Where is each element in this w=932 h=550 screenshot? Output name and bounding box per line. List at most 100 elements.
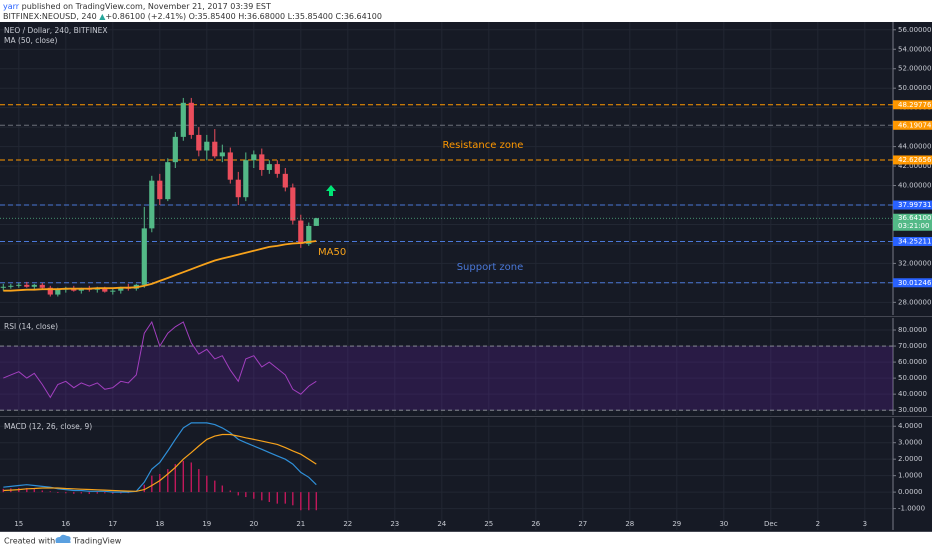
y-tick-label: 44.00000 — [898, 143, 931, 151]
y-tick-label: 40.00000 — [898, 182, 931, 190]
candle-body — [47, 287, 53, 295]
level-label-box — [893, 155, 932, 165]
candle-body — [149, 180, 155, 229]
histogram-bar — [112, 492, 114, 494]
candle-body — [16, 284, 22, 286]
candle-body — [110, 290, 116, 292]
candle-body — [55, 289, 61, 295]
x-tick-label: 22 — [343, 520, 352, 528]
candle-body — [298, 220, 304, 244]
y-tick-label: 52.00000 — [898, 65, 931, 73]
x-tick-label: 27 — [578, 520, 587, 528]
pane-title: RSI (14, close) — [4, 322, 58, 331]
candle-body — [306, 225, 312, 244]
x-tick-label: 2 — [816, 520, 820, 528]
histogram-bar — [308, 492, 310, 511]
candle-body — [0, 286, 6, 288]
y-tick-label: 40.0000 — [898, 390, 927, 398]
candle-body — [227, 152, 233, 180]
histogram-bar — [174, 464, 177, 493]
y-tick-label: 50.00000 — [898, 84, 931, 92]
level-label: 46.19074 — [898, 121, 932, 129]
candle-body — [243, 160, 249, 198]
candle-body — [266, 164, 272, 170]
current-price-box — [893, 213, 932, 231]
histogram-bar — [276, 492, 278, 504]
level-label-box — [893, 200, 932, 210]
low: L:35.85400 — [288, 12, 333, 21]
histogram-bar — [315, 492, 318, 511]
level-label: 34.25211 — [898, 237, 931, 245]
rsi-band — [0, 346, 893, 411]
candle-body — [118, 287, 124, 291]
histogram-bar — [80, 492, 83, 494]
histogram-bar — [245, 492, 247, 498]
histogram-bar — [182, 460, 184, 493]
annotation: MA50 — [318, 247, 346, 258]
x-tick-label: 16 — [61, 520, 70, 528]
y-tick-label: 0.0000 — [898, 488, 923, 496]
histogram-bar — [88, 492, 90, 494]
x-tick-label: 21 — [296, 520, 305, 528]
legend-entry: MA (50, close) — [4, 36, 58, 45]
x-tick-label: 24 — [437, 520, 446, 528]
header-line: yarr published on TradingView.com, Novem… — [3, 2, 271, 11]
candle-body — [251, 154, 257, 161]
symbol-line: BITFINEX:NEOUSD, 240 ▲+0.86100 (+2.41%) … — [3, 12, 382, 21]
histogram-bar — [33, 489, 36, 493]
y-tick-label: 50.0000 — [898, 374, 927, 382]
level-label: 42.62656 — [898, 156, 932, 164]
y-tick-label: 80.0000 — [898, 326, 927, 334]
histogram-bar — [237, 492, 239, 496]
histogram-bar — [49, 491, 51, 493]
level-label-box — [893, 236, 932, 246]
level-label: 48.29776 — [898, 101, 932, 109]
annotation: Resistance zone — [443, 140, 524, 151]
current-price-label: 36.64100 — [898, 214, 931, 222]
level-label-box — [893, 100, 932, 110]
candle-body — [204, 141, 210, 151]
candle-body — [188, 102, 194, 135]
level-label-box — [893, 120, 932, 130]
candle-body — [141, 228, 147, 285]
x-tick-label: 20 — [249, 520, 258, 528]
signal-line — [3, 433, 317, 492]
chart-background — [0, 22, 932, 532]
close: C:36.64100 — [336, 12, 382, 21]
candle-body — [219, 152, 225, 157]
histogram-bar — [214, 480, 216, 493]
level-label-box — [893, 278, 932, 288]
histogram-bar — [41, 490, 43, 493]
histogram-bar — [284, 492, 286, 504]
y-tick-label: 70.0000 — [898, 342, 927, 350]
y-tick-label: 30.0000 — [898, 406, 927, 414]
countdown: 03:21:00 — [898, 222, 929, 230]
histogram-bar — [2, 488, 4, 493]
histogram-bar — [57, 492, 59, 493]
footer-text: Created with — [4, 537, 55, 546]
histogram-bar — [268, 492, 271, 502]
high: H:36.68000 — [238, 12, 285, 21]
y-tick-label: 1.0000 — [898, 472, 923, 480]
candle-body — [31, 284, 37, 287]
brand[interactable]: TradingView — [72, 537, 122, 546]
candle-body — [235, 179, 241, 198]
histogram-bar — [229, 490, 231, 493]
histogram-bar — [221, 485, 224, 493]
histogram-bar — [65, 492, 67, 494]
candle-body — [165, 162, 171, 200]
y-tick-label: 28.00000 — [898, 298, 931, 306]
pane-title: NEO / Dollar, 240, BITFINEX — [4, 26, 108, 35]
histogram-bar — [167, 469, 169, 493]
author[interactable]: yarr — [3, 2, 20, 11]
y-tick-label: 2.0000 — [898, 455, 923, 463]
rsi-line — [3, 320, 317, 399]
x-tick-label: 26 — [531, 520, 540, 528]
candle-body — [180, 102, 186, 137]
x-tick-label: 29 — [672, 520, 681, 528]
moving-average — [3, 240, 317, 292]
histogram-bar — [292, 492, 294, 506]
histogram-bar — [190, 462, 192, 493]
y-tick-label: -1.0000 — [898, 505, 925, 513]
